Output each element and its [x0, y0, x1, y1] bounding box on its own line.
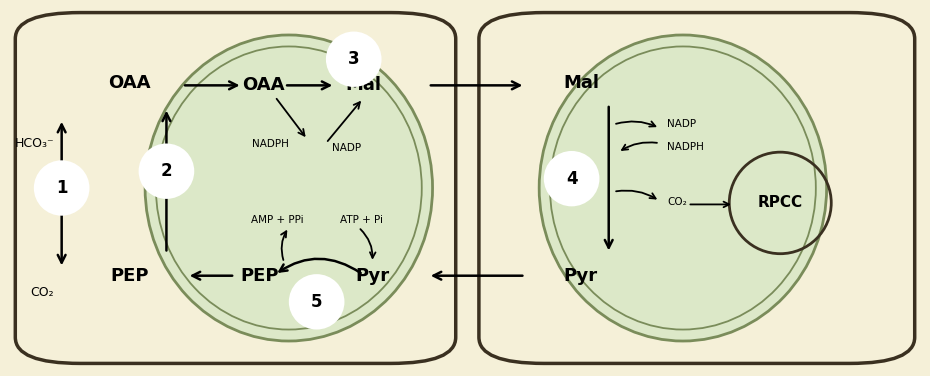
Text: AMP + PPi: AMP + PPi: [251, 215, 304, 225]
Text: CO₂: CO₂: [667, 197, 687, 207]
Text: NADPH: NADPH: [667, 142, 704, 152]
FancyBboxPatch shape: [479, 12, 915, 364]
Text: NADP: NADP: [667, 119, 697, 129]
Text: NADP: NADP: [332, 143, 361, 153]
Text: Pyr: Pyr: [355, 267, 390, 285]
Ellipse shape: [289, 274, 344, 329]
Text: HCO₃⁻: HCO₃⁻: [15, 137, 54, 150]
Text: ATP + Pi: ATP + Pi: [339, 215, 382, 225]
Text: OAA: OAA: [243, 76, 285, 94]
Text: PEP: PEP: [110, 267, 149, 285]
Text: 4: 4: [565, 170, 578, 188]
Text: RPCC: RPCC: [758, 195, 803, 210]
Ellipse shape: [544, 151, 600, 206]
Text: NADPH: NADPH: [252, 139, 288, 149]
Ellipse shape: [326, 32, 381, 87]
FancyBboxPatch shape: [15, 12, 456, 364]
Text: PEP: PEP: [240, 267, 278, 285]
Text: 1: 1: [56, 179, 67, 197]
Ellipse shape: [33, 160, 89, 216]
Text: Pyr: Pyr: [564, 267, 598, 285]
Text: Mal: Mal: [345, 76, 381, 94]
Text: Mal: Mal: [563, 74, 599, 92]
Text: CO₂: CO₂: [31, 286, 54, 299]
Text: 3: 3: [348, 50, 360, 68]
Text: OAA: OAA: [108, 74, 151, 92]
Ellipse shape: [539, 35, 827, 341]
Text: 2: 2: [161, 162, 172, 180]
Ellipse shape: [145, 35, 432, 341]
Ellipse shape: [139, 144, 194, 199]
Text: 5: 5: [311, 293, 323, 311]
